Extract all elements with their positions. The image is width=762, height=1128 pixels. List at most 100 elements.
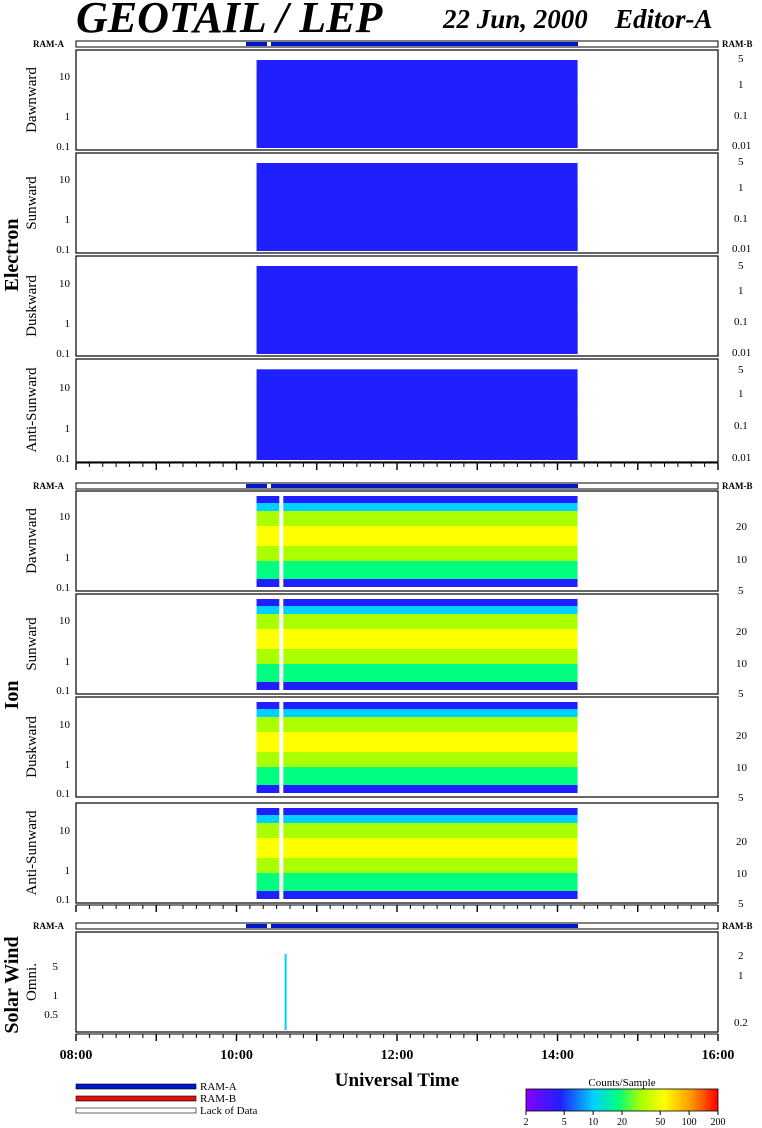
- left-tick: 10: [59, 719, 71, 731]
- figure-date: 22 Jun, 2000: [442, 4, 588, 34]
- heatmap-band: [256, 606, 578, 614]
- time-axis-electron: [75, 462, 719, 470]
- heatmap-band: [256, 579, 578, 587]
- ram-a-label: RAM-A: [33, 481, 64, 491]
- left-tick: 1: [65, 656, 71, 668]
- legend-label-ram-a: RAM-A: [200, 1081, 237, 1093]
- heatmap-band: [256, 732, 578, 752]
- left-tick: 10: [59, 511, 71, 523]
- heatmap-band: [256, 664, 578, 682]
- left-tick: 0.1: [56, 582, 70, 594]
- ram-a-label: RAM-A: [33, 39, 64, 49]
- panel-label: Dawnward: [24, 67, 40, 133]
- heatmap-band: [256, 709, 578, 717]
- panel-label: Duskward: [24, 716, 40, 778]
- right-tick: 5: [738, 898, 744, 910]
- colorbar-tick-label: 200: [711, 1117, 726, 1128]
- legend-label-ram-b: RAM-B: [200, 1093, 236, 1105]
- lack-of-data-gap: [279, 698, 284, 796]
- left-tick: 10: [59, 174, 71, 186]
- panel-label: Sunward: [24, 176, 40, 230]
- right-tick: 0.01: [732, 243, 751, 255]
- heatmap-band: [256, 873, 578, 891]
- panel-ion-anti-sunward: Anti-Sunward 10 1 0.1 20 10 5: [24, 802, 748, 910]
- panel-frame: [75, 49, 719, 151]
- panel-electron-dawnward: Dawnward 10 1 0.1 5 1 0.1 0.01: [24, 49, 751, 153]
- group-label-solar-wind: Solar Wind: [1, 936, 23, 1033]
- heatmap-band: [256, 752, 578, 767]
- heatmap-band: [256, 682, 578, 690]
- colorbar-tick-label: 10: [588, 1117, 598, 1128]
- heatmap-band: [256, 369, 578, 460]
- ram-bar-solar-wind: RAM-A RAM-B: [33, 921, 753, 931]
- right-tick: 10: [736, 658, 748, 670]
- right-tick: 10: [736, 762, 748, 774]
- panel-frame: [75, 931, 719, 1033]
- right-tick: 0.2: [734, 1017, 748, 1029]
- heatmap-band: [256, 503, 578, 511]
- right-tick: 5: [738, 260, 744, 272]
- panel-ion-duskward: Duskward 10 1 0.1 20 10 5: [24, 696, 748, 804]
- heatmap-band: [256, 808, 578, 815]
- right-tick: 2: [738, 950, 744, 962]
- colorbar-tick-label: 5: [562, 1117, 567, 1128]
- x-tick-label: 12:00: [381, 1048, 414, 1063]
- ram-a-coverage: [246, 42, 578, 46]
- heatmap-band: [256, 496, 578, 503]
- panel-electron-sunward: Sunward 10 1 0.1 5 1 0.1 0.01: [24, 152, 751, 256]
- left-tick: 0.5: [44, 1009, 58, 1021]
- colorbar-gradient: [525, 1088, 719, 1112]
- lack-of-data-gap: [267, 42, 271, 46]
- heatmap-band: [284, 954, 287, 1030]
- right-tick: 20: [736, 626, 748, 638]
- right-tick: 0.01: [732, 452, 751, 464]
- panel-ion-dawnward: Dawnward 10 1 0.1 20 10 5: [24, 490, 748, 597]
- ram-bar-ion: RAM-A RAM-B: [33, 481, 753, 491]
- lack-of-data-gap: [279, 595, 284, 693]
- heatmap-band: [256, 614, 578, 629]
- right-tick: 5: [738, 364, 744, 376]
- legend-label-lack-of-data: Lack of Data: [200, 1105, 258, 1117]
- left-tick: 1: [65, 318, 71, 330]
- left-tick: 0.1: [56, 894, 70, 906]
- left-tick: 1: [53, 990, 59, 1002]
- panel-label: Omni.: [24, 963, 40, 1001]
- panel-label: Sunward: [24, 617, 40, 671]
- right-tick: 5: [738, 156, 744, 168]
- group-label-electron: Electron: [1, 219, 23, 292]
- left-tick: 5: [53, 961, 59, 973]
- x-tick-label: 16:00: [702, 1048, 735, 1063]
- right-tick: 10: [736, 868, 748, 880]
- heatmap-band: [256, 891, 578, 899]
- heatmap-band: [256, 561, 578, 579]
- left-tick: 10: [59, 825, 71, 837]
- figure-editor: Editor-A: [614, 4, 713, 34]
- panel-solar-wind-omni: Omni. 5 1 0.5 2 1 0.2: [24, 931, 748, 1033]
- panel-ion-sunward: Sunward 10 1 0.1 20 10 5: [24, 593, 748, 700]
- heatmap-band: [256, 629, 578, 649]
- ram-b-label: RAM-B: [722, 39, 753, 49]
- panel-frame: [75, 358, 719, 463]
- panel-frame: [75, 255, 719, 357]
- left-tick: 0.1: [56, 788, 70, 800]
- right-tick: 1: [738, 388, 744, 400]
- right-tick: 20: [736, 730, 748, 742]
- right-tick: 0.1: [734, 110, 748, 122]
- heatmap-area: [76, 932, 718, 1032]
- lack-of-data-gap: [267, 924, 271, 928]
- x-axis-label: Universal Time: [335, 1070, 459, 1091]
- time-axis-bottom: [75, 1033, 719, 1041]
- colorbar: Counts/Sample 2 5 10 20 50 100 200: [524, 1077, 726, 1128]
- panel-label: Anti-Sunward: [24, 367, 40, 452]
- left-tick: 1: [65, 214, 71, 226]
- right-tick: 5: [738, 53, 744, 65]
- ram-legend: RAM-A RAM-B Lack of Data: [75, 1081, 258, 1117]
- panel-frame: [75, 696, 719, 798]
- left-tick: 1: [65, 759, 71, 771]
- ram-b-label: RAM-B: [722, 921, 753, 931]
- time-axis-ion: [75, 904, 719, 912]
- heatmap-band: [256, 858, 578, 873]
- ram-a-label: RAM-A: [33, 921, 64, 931]
- heatmap-band: [256, 546, 578, 561]
